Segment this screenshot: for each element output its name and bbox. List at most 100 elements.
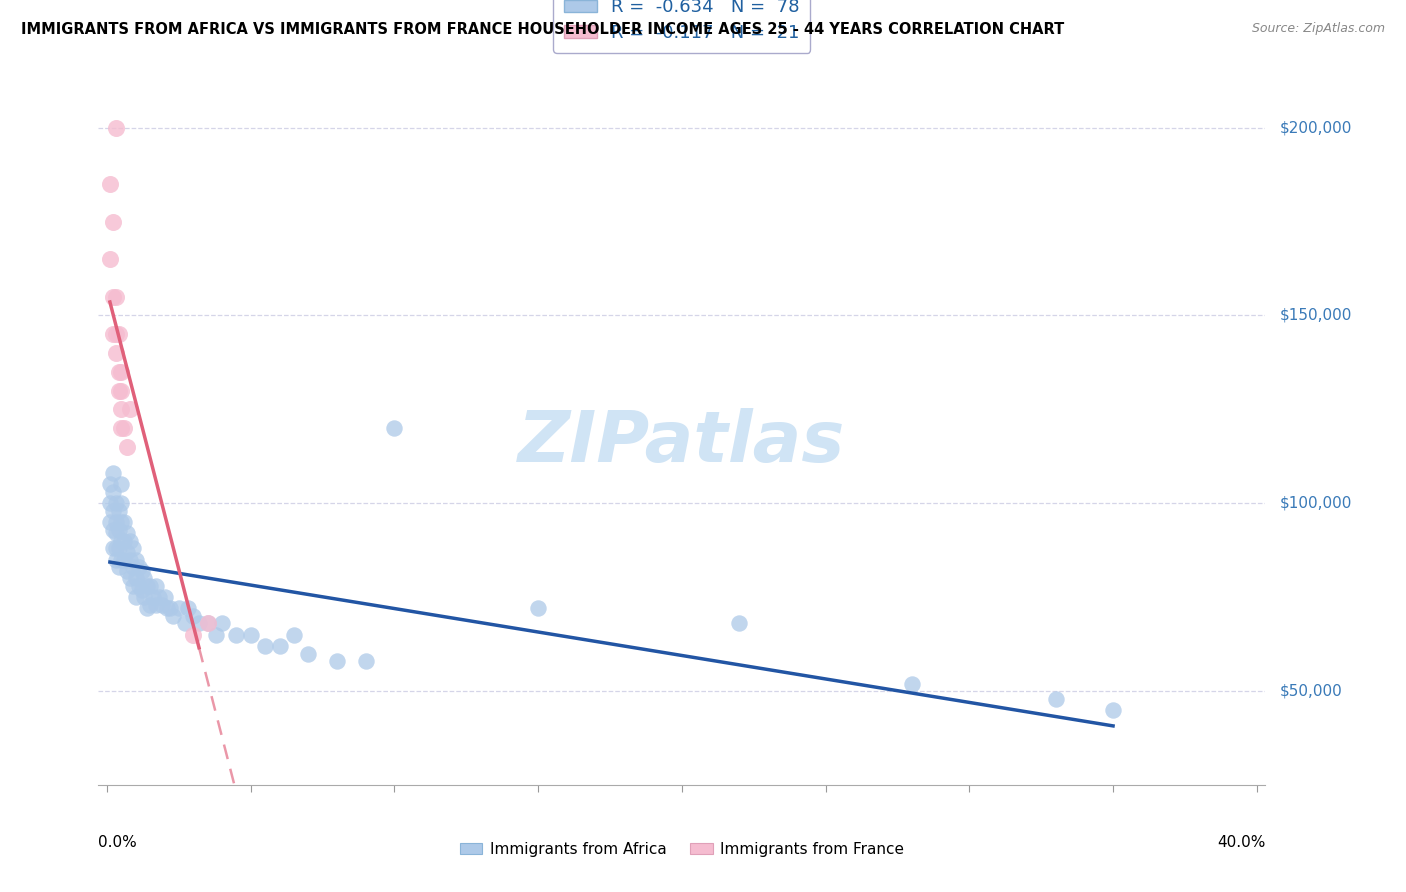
Point (104, 290, 127, 304)
Point (1045, 691, 1067, 706)
Point (107, 365, 129, 379)
Point (110, 365, 132, 379)
Point (122, 560, 145, 574)
Point (128, 579, 150, 593)
Point (112, 552, 135, 566)
Point (148, 590, 170, 604)
Point (283, 628, 305, 642)
Point (101, 504, 124, 518)
Point (145, 579, 167, 593)
Point (176, 601, 198, 615)
Point (131, 582, 153, 597)
Point (101, 485, 124, 500)
Point (527, 601, 550, 615)
Point (101, 523, 124, 537)
Point (118, 533, 141, 548)
Point (145, 598, 167, 612)
Point (107, 327, 129, 342)
Point (107, 560, 129, 574)
Text: IMMIGRANTS FROM AFRICA VS IMMIGRANTS FROM FRANCE HOUSEHOLDER INCOME AGES 25 - 44: IMMIGRANTS FROM AFRICA VS IMMIGRANTS FRO… (21, 22, 1064, 37)
Point (125, 552, 148, 566)
Point (181, 628, 204, 642)
Point (98, 252, 121, 267)
Point (104, 346, 127, 360)
Point (112, 533, 135, 548)
Point (211, 616, 233, 631)
Point (104, 515, 127, 529)
Point (297, 647, 319, 661)
Point (110, 384, 132, 398)
Point (104, 552, 127, 566)
Point (134, 571, 156, 585)
Point (156, 601, 179, 615)
Point (101, 467, 124, 481)
Point (118, 552, 141, 566)
Point (110, 477, 132, 491)
Point (110, 533, 132, 548)
Point (115, 564, 138, 578)
Legend: Immigrants from Africa, Immigrants from France: Immigrants from Africa, Immigrants from … (453, 836, 911, 863)
Point (197, 616, 219, 631)
Point (110, 496, 132, 510)
Point (110, 421, 132, 435)
Point (197, 616, 219, 631)
Point (225, 628, 247, 642)
Point (205, 628, 228, 642)
Point (110, 402, 132, 417)
Point (118, 571, 141, 585)
Point (115, 545, 138, 559)
Text: $50,000: $50,000 (1279, 683, 1343, 698)
Point (101, 214, 124, 228)
Point (131, 564, 153, 578)
Text: $200,000: $200,000 (1279, 120, 1351, 136)
Point (167, 601, 190, 615)
Point (112, 515, 135, 529)
Point (107, 504, 129, 518)
Point (98, 477, 121, 491)
Point (136, 601, 159, 615)
Point (136, 579, 159, 593)
Point (104, 327, 127, 342)
Point (104, 526, 127, 541)
Point (101, 541, 124, 556)
Text: 0.0%: 0.0% (98, 835, 138, 850)
Point (162, 609, 184, 624)
Text: $100,000: $100,000 (1279, 496, 1351, 511)
Point (326, 654, 349, 668)
Point (122, 579, 145, 593)
Point (728, 616, 751, 631)
Point (122, 541, 145, 556)
Point (139, 598, 162, 612)
Point (150, 598, 173, 612)
Point (901, 676, 924, 690)
Point (104, 541, 127, 556)
Point (239, 628, 262, 642)
Point (104, 120, 127, 135)
Point (125, 590, 148, 604)
Point (104, 496, 127, 510)
Point (118, 402, 141, 417)
Point (173, 616, 195, 631)
Point (98, 496, 121, 510)
Text: ZIPatlas: ZIPatlas (519, 408, 845, 477)
Point (139, 579, 162, 593)
Point (188, 616, 211, 631)
Point (142, 590, 165, 604)
Text: Source: ZipAtlas.com: Source: ZipAtlas.com (1251, 22, 1385, 36)
Point (269, 639, 291, 653)
Point (354, 654, 377, 668)
Point (181, 609, 204, 624)
Point (110, 552, 132, 566)
Point (254, 639, 277, 653)
Text: $150,000: $150,000 (1279, 308, 1351, 323)
Point (125, 571, 148, 585)
Point (107, 523, 129, 537)
Point (115, 440, 138, 454)
Point (159, 601, 181, 615)
Point (153, 590, 176, 604)
Point (110, 515, 132, 529)
Text: 40.0%: 40.0% (1218, 835, 1265, 850)
Point (107, 384, 129, 398)
Point (384, 421, 406, 435)
Point (98, 177, 121, 191)
